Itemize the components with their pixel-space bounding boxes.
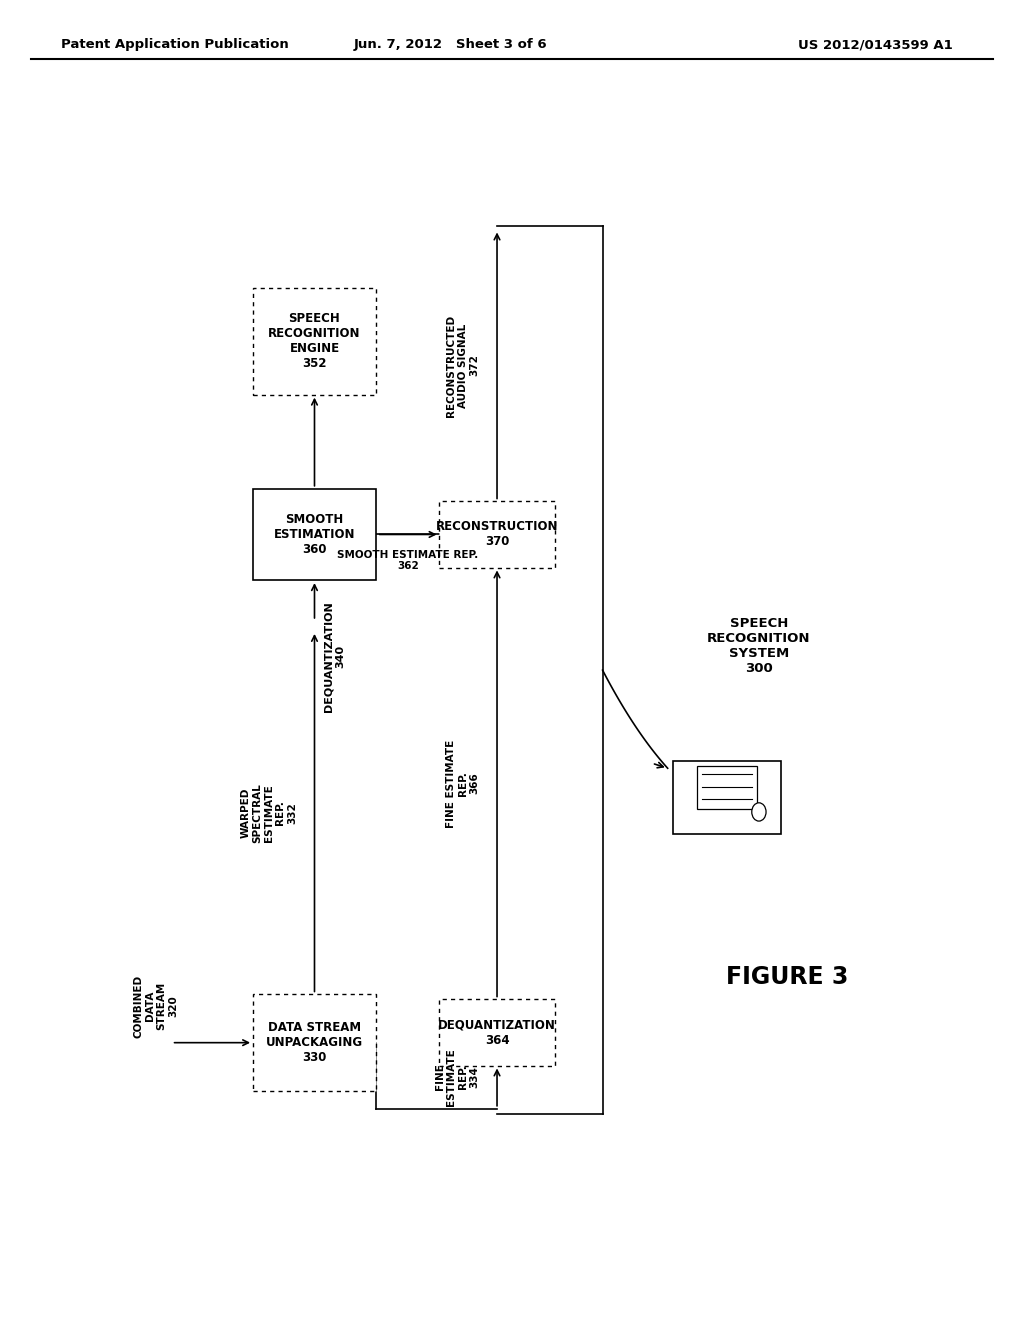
Bar xyxy=(439,502,555,568)
Text: SMOOTH
ESTIMATION
360: SMOOTH ESTIMATION 360 xyxy=(273,513,355,556)
Bar xyxy=(253,288,376,395)
Text: COMBINED
DATA
STREAM
320: COMBINED DATA STREAM 320 xyxy=(133,974,178,1038)
Text: DEQUANTIZATION
340: DEQUANTIZATION 340 xyxy=(324,601,345,711)
Bar xyxy=(439,999,555,1065)
Text: WARPED
SPECTRAL
ESTIMATE
REP.
332: WARPED SPECTRAL ESTIMATE REP. 332 xyxy=(241,783,297,842)
Bar xyxy=(253,488,376,581)
Text: FINE
ESTIMATE
REP.
334: FINE ESTIMATE REP. 334 xyxy=(435,1048,479,1106)
Bar xyxy=(673,762,781,834)
Text: RECONSTRUCTED
AUDIO SIGNAL
372: RECONSTRUCTED AUDIO SIGNAL 372 xyxy=(446,314,479,417)
Text: DEQUANTIZATION
364: DEQUANTIZATION 364 xyxy=(438,1019,556,1047)
Text: SPEECH
RECOGNITION
ENGINE
352: SPEECH RECOGNITION ENGINE 352 xyxy=(268,313,360,371)
Text: Jun. 7, 2012   Sheet 3 of 6: Jun. 7, 2012 Sheet 3 of 6 xyxy=(353,38,548,51)
Bar xyxy=(697,766,757,809)
Text: DATA STREAM
UNPACKAGING
330: DATA STREAM UNPACKAGING 330 xyxy=(266,1022,364,1064)
Text: FIGURE 3: FIGURE 3 xyxy=(725,965,848,989)
Text: SPEECH
RECOGNITION
SYSTEM
300: SPEECH RECOGNITION SYSTEM 300 xyxy=(708,618,811,676)
Text: US 2012/0143599 A1: US 2012/0143599 A1 xyxy=(798,38,952,51)
Text: FINE ESTIMATE
REP.
366: FINE ESTIMATE REP. 366 xyxy=(446,739,479,828)
Text: SMOOTH ESTIMATE REP.
362: SMOOTH ESTIMATE REP. 362 xyxy=(337,549,478,572)
Circle shape xyxy=(752,803,766,821)
Bar xyxy=(253,994,376,1090)
Text: RECONSTRUCTION
370: RECONSTRUCTION 370 xyxy=(436,520,558,549)
Text: Patent Application Publication: Patent Application Publication xyxy=(61,38,289,51)
